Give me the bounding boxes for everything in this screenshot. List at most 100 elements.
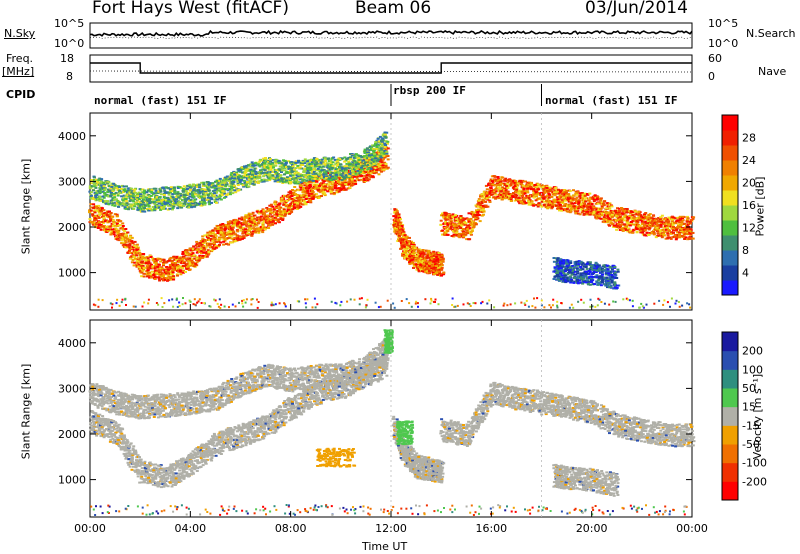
power-cell — [375, 165, 379, 168]
power-cell — [271, 222, 275, 225]
power-cell — [113, 204, 117, 207]
power-cell — [159, 260, 163, 263]
power-cell — [240, 178, 244, 181]
power-cell — [118, 186, 122, 188]
power-cell — [121, 232, 125, 235]
power-cell — [357, 179, 361, 182]
power-cell — [225, 178, 228, 181]
power-cell — [236, 238, 240, 241]
power-cell — [378, 164, 381, 167]
power-cell — [288, 197, 292, 200]
power-cell — [386, 155, 390, 157]
power-cell — [347, 180, 351, 183]
power-cell — [116, 194, 120, 197]
power-cell — [215, 246, 219, 249]
power-cell — [242, 221, 245, 224]
power-cell — [231, 226, 235, 229]
power-cell — [289, 182, 293, 185]
power-cell — [179, 271, 183, 274]
power-cell — [222, 236, 226, 239]
power-cell — [381, 137, 385, 140]
power-cell — [295, 188, 299, 191]
power-cell — [203, 188, 207, 191]
power-cell — [222, 238, 226, 241]
power-cell — [298, 197, 302, 200]
power-cell — [375, 145, 379, 148]
power-cell — [92, 183, 96, 186]
power-cell — [163, 269, 167, 272]
power-cell — [145, 264, 149, 267]
power-cell — [92, 203, 96, 206]
power-cell — [110, 222, 114, 225]
power-cell — [106, 221, 110, 224]
power-cell — [93, 209, 97, 212]
power-cell — [218, 243, 221, 246]
power-cell — [325, 170, 329, 173]
freq-panel — [89, 54, 693, 83]
power-cell — [267, 227, 271, 229]
power-cell — [274, 222, 277, 225]
power-cell — [163, 203, 167, 205]
power-cell — [214, 244, 218, 247]
power-cell — [229, 231, 233, 233]
nave-label: Nave — [758, 65, 787, 78]
power-cell — [278, 174, 282, 177]
power-cell — [206, 244, 210, 247]
power-cell — [228, 222, 232, 225]
power-cell — [233, 189, 237, 192]
power-cell — [210, 249, 214, 252]
power-cell — [163, 277, 166, 279]
power-cell — [351, 171, 355, 174]
power-cell — [302, 181, 306, 184]
power-cell — [229, 225, 233, 228]
power-cell — [157, 268, 161, 271]
power-cell — [133, 205, 137, 208]
power-cell — [225, 223, 228, 226]
power-cell — [195, 257, 199, 260]
power-cell — [249, 224, 253, 227]
power-cell — [205, 254, 209, 257]
power-cell — [241, 232, 245, 235]
power-cell — [141, 265, 145, 267]
power-cell — [223, 229, 227, 232]
power-cell — [138, 270, 142, 273]
power-cell — [223, 239, 227, 242]
power-cell — [303, 158, 307, 161]
power-cell — [182, 262, 186, 265]
power-cell — [343, 179, 347, 182]
power-cell — [325, 186, 329, 189]
power-cell — [329, 192, 333, 195]
power-cell — [301, 160, 305, 163]
power-cell — [251, 216, 255, 219]
power-cell — [129, 203, 133, 206]
power-cell — [326, 162, 330, 165]
power-cell — [288, 212, 291, 215]
power-cell — [124, 239, 128, 242]
power-cell — [115, 213, 119, 216]
power-cell — [305, 182, 309, 185]
power-cell — [282, 203, 286, 206]
power-cell — [342, 185, 346, 188]
power-cell — [146, 200, 150, 203]
power-cell — [311, 191, 315, 194]
power-cell — [344, 181, 348, 184]
power-cell — [366, 168, 370, 171]
power-cell — [344, 170, 348, 173]
power-cell — [263, 228, 267, 231]
power-cell — [226, 188, 230, 191]
power-cell — [166, 187, 170, 190]
power-cell — [346, 169, 350, 172]
power-cell — [215, 201, 218, 204]
power-cell — [382, 168, 386, 171]
power-cell — [176, 274, 179, 277]
power-cell — [237, 217, 241, 220]
power-cell — [373, 154, 376, 157]
power-cell — [223, 224, 227, 227]
power-cell — [360, 168, 364, 171]
power-cell — [357, 168, 361, 171]
power-cell — [294, 200, 298, 203]
power-cell — [232, 238, 236, 241]
power-cell — [246, 181, 249, 183]
power-cell — [330, 186, 334, 189]
power-cell — [348, 186, 352, 189]
